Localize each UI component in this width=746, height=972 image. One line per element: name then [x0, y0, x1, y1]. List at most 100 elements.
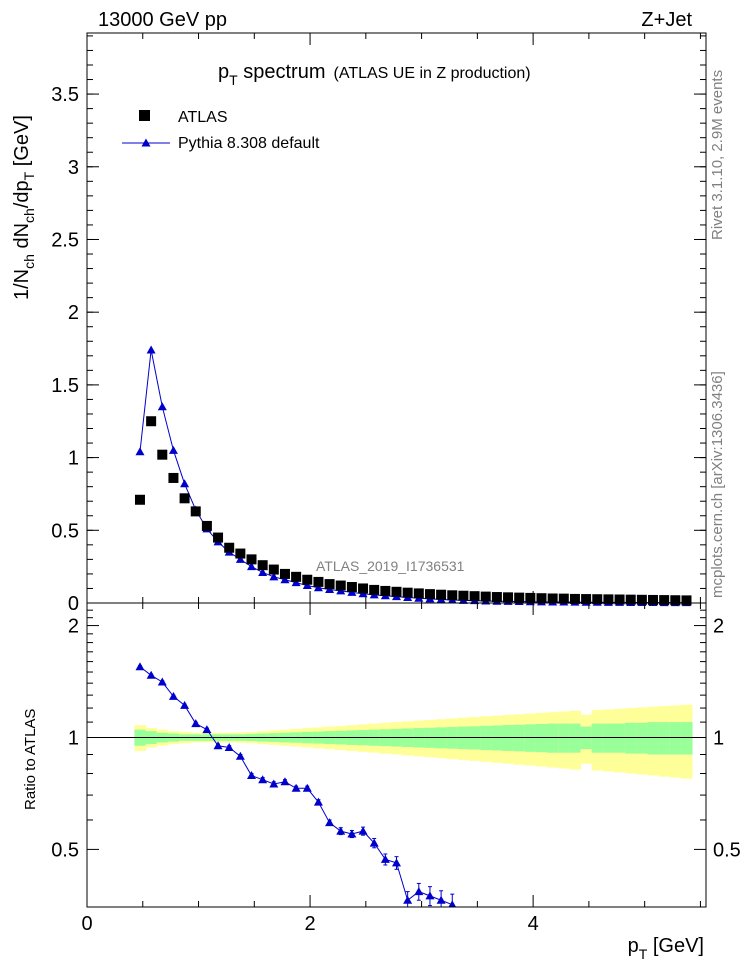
data-point	[257, 560, 268, 571]
ratio-mc-point	[302, 783, 312, 792]
x-axis-label: pT [GeV]	[628, 935, 704, 962]
data-point	[157, 449, 168, 460]
data-point	[648, 594, 659, 605]
main-y-tick-label: 1.5	[51, 375, 79, 397]
ratio-mc-point	[247, 771, 257, 780]
ratio-y-tick-label-right: 1	[713, 727, 724, 749]
ratio-y-axis-label: Ratio to ATLAS	[22, 709, 39, 810]
ratio-y-tick-label: 0.5	[51, 839, 79, 861]
mc-point	[235, 554, 245, 563]
ratio-mc-point	[380, 854, 390, 863]
ratio-mc-point	[157, 677, 167, 686]
mc-point	[135, 447, 145, 456]
ratio-mc-point	[436, 895, 446, 904]
ratio-mc-point	[168, 691, 178, 700]
mc-point	[157, 402, 167, 411]
data-point	[358, 583, 369, 594]
data-point	[380, 585, 391, 596]
mc-point	[291, 578, 301, 587]
data-point	[246, 554, 257, 565]
data-point	[413, 588, 424, 599]
ratio-band-inner	[680, 722, 693, 755]
ratio-mc-point	[336, 826, 346, 835]
ratio-band-inner	[613, 723, 626, 753]
legend-mc-marker	[141, 138, 151, 147]
data-point	[190, 506, 201, 517]
data-point	[659, 595, 670, 606]
ratio-band-inner	[602, 723, 615, 753]
ratio-band-inner	[558, 723, 570, 753]
header-left: 13000 GeV pp	[98, 9, 227, 31]
data-point	[636, 594, 647, 605]
data-point	[603, 594, 614, 605]
x-tick-label: 4	[528, 913, 539, 935]
ratio-mc-point	[448, 900, 457, 907]
data-point	[670, 595, 681, 606]
ratio-band-inner	[547, 723, 559, 753]
data-point	[179, 493, 190, 504]
ratio-band-inner	[591, 723, 604, 753]
main-y-tick-label: 1	[68, 448, 79, 470]
analysis-label: ATLAS_2019_I1736531	[316, 558, 465, 574]
ratio-band-inner	[513, 724, 526, 752]
data-point	[558, 593, 569, 604]
mc-point	[313, 583, 323, 592]
mc-point	[302, 581, 312, 590]
data-point	[391, 586, 402, 597]
ratio-mc-point	[392, 858, 401, 867]
data-point	[458, 590, 469, 601]
ratio-band-inner	[647, 722, 660, 755]
chart-title: pT spectrum (ATLAS UE in Z production)	[218, 61, 531, 88]
ratio-y-tick-label-right: 0.5	[713, 839, 741, 861]
main-y-tick-label: 0.5	[51, 520, 79, 542]
mc-point	[146, 345, 156, 354]
main-y-tick-label: 2	[68, 302, 79, 324]
ratio-mc-point	[358, 826, 368, 835]
ratio-y-tick-label: 2	[68, 616, 79, 638]
data-point	[592, 594, 603, 605]
ratio-band-inner	[669, 722, 682, 755]
ratio-mc-point	[202, 725, 212, 734]
ratio-mc-point	[235, 751, 245, 760]
ratio-mc-point	[191, 719, 201, 728]
data-point	[402, 587, 413, 598]
ratio-band-inner	[625, 722, 637, 754]
main-y-tick-label: 3.5	[51, 84, 79, 106]
header-right: Z+Jet	[641, 9, 692, 31]
ratio-mc-point	[425, 891, 435, 900]
data-point	[369, 584, 380, 595]
ratio-mc-point	[135, 662, 145, 671]
ratio-mc-point	[280, 777, 290, 786]
main-y-tick-label: 0	[68, 593, 79, 615]
legend-data-marker	[139, 110, 150, 121]
main-plot-area: 0 0.5 1 1.5 2 2.5 3 3.5	[51, 32, 707, 615]
mc-point	[180, 479, 190, 488]
data-point	[201, 520, 212, 531]
ratio-mc-point	[291, 783, 301, 792]
x-tick-label: 2	[305, 913, 316, 935]
data-point	[447, 590, 458, 601]
data-point	[224, 542, 235, 553]
ratio-inner	[87, 662, 706, 907]
ratio-y-tick-label-right: 2	[713, 616, 724, 638]
legend-mc-label: Pythia 8.308 default	[178, 135, 320, 152]
ratio-mc-point	[258, 775, 268, 784]
ratio-mc-point	[313, 797, 323, 806]
rivet-label: Rivet 3.1.10, 2.9M events	[709, 70, 726, 240]
main-y-tick-label: 3	[68, 157, 79, 179]
data-point	[436, 589, 447, 600]
data-point	[235, 548, 246, 559]
data-point	[146, 416, 157, 427]
data-point	[536, 593, 547, 604]
ratio-mc-point	[347, 829, 357, 838]
data-point	[491, 592, 502, 603]
data-point	[469, 591, 480, 602]
ratio-mc-point	[325, 818, 335, 827]
data-point	[291, 571, 302, 582]
main-y-tick-label: 2.5	[51, 229, 79, 251]
mc-point	[280, 575, 290, 584]
ratio-mc-point	[414, 887, 424, 896]
ratio-mc-point	[224, 742, 234, 751]
data-point	[335, 580, 346, 591]
